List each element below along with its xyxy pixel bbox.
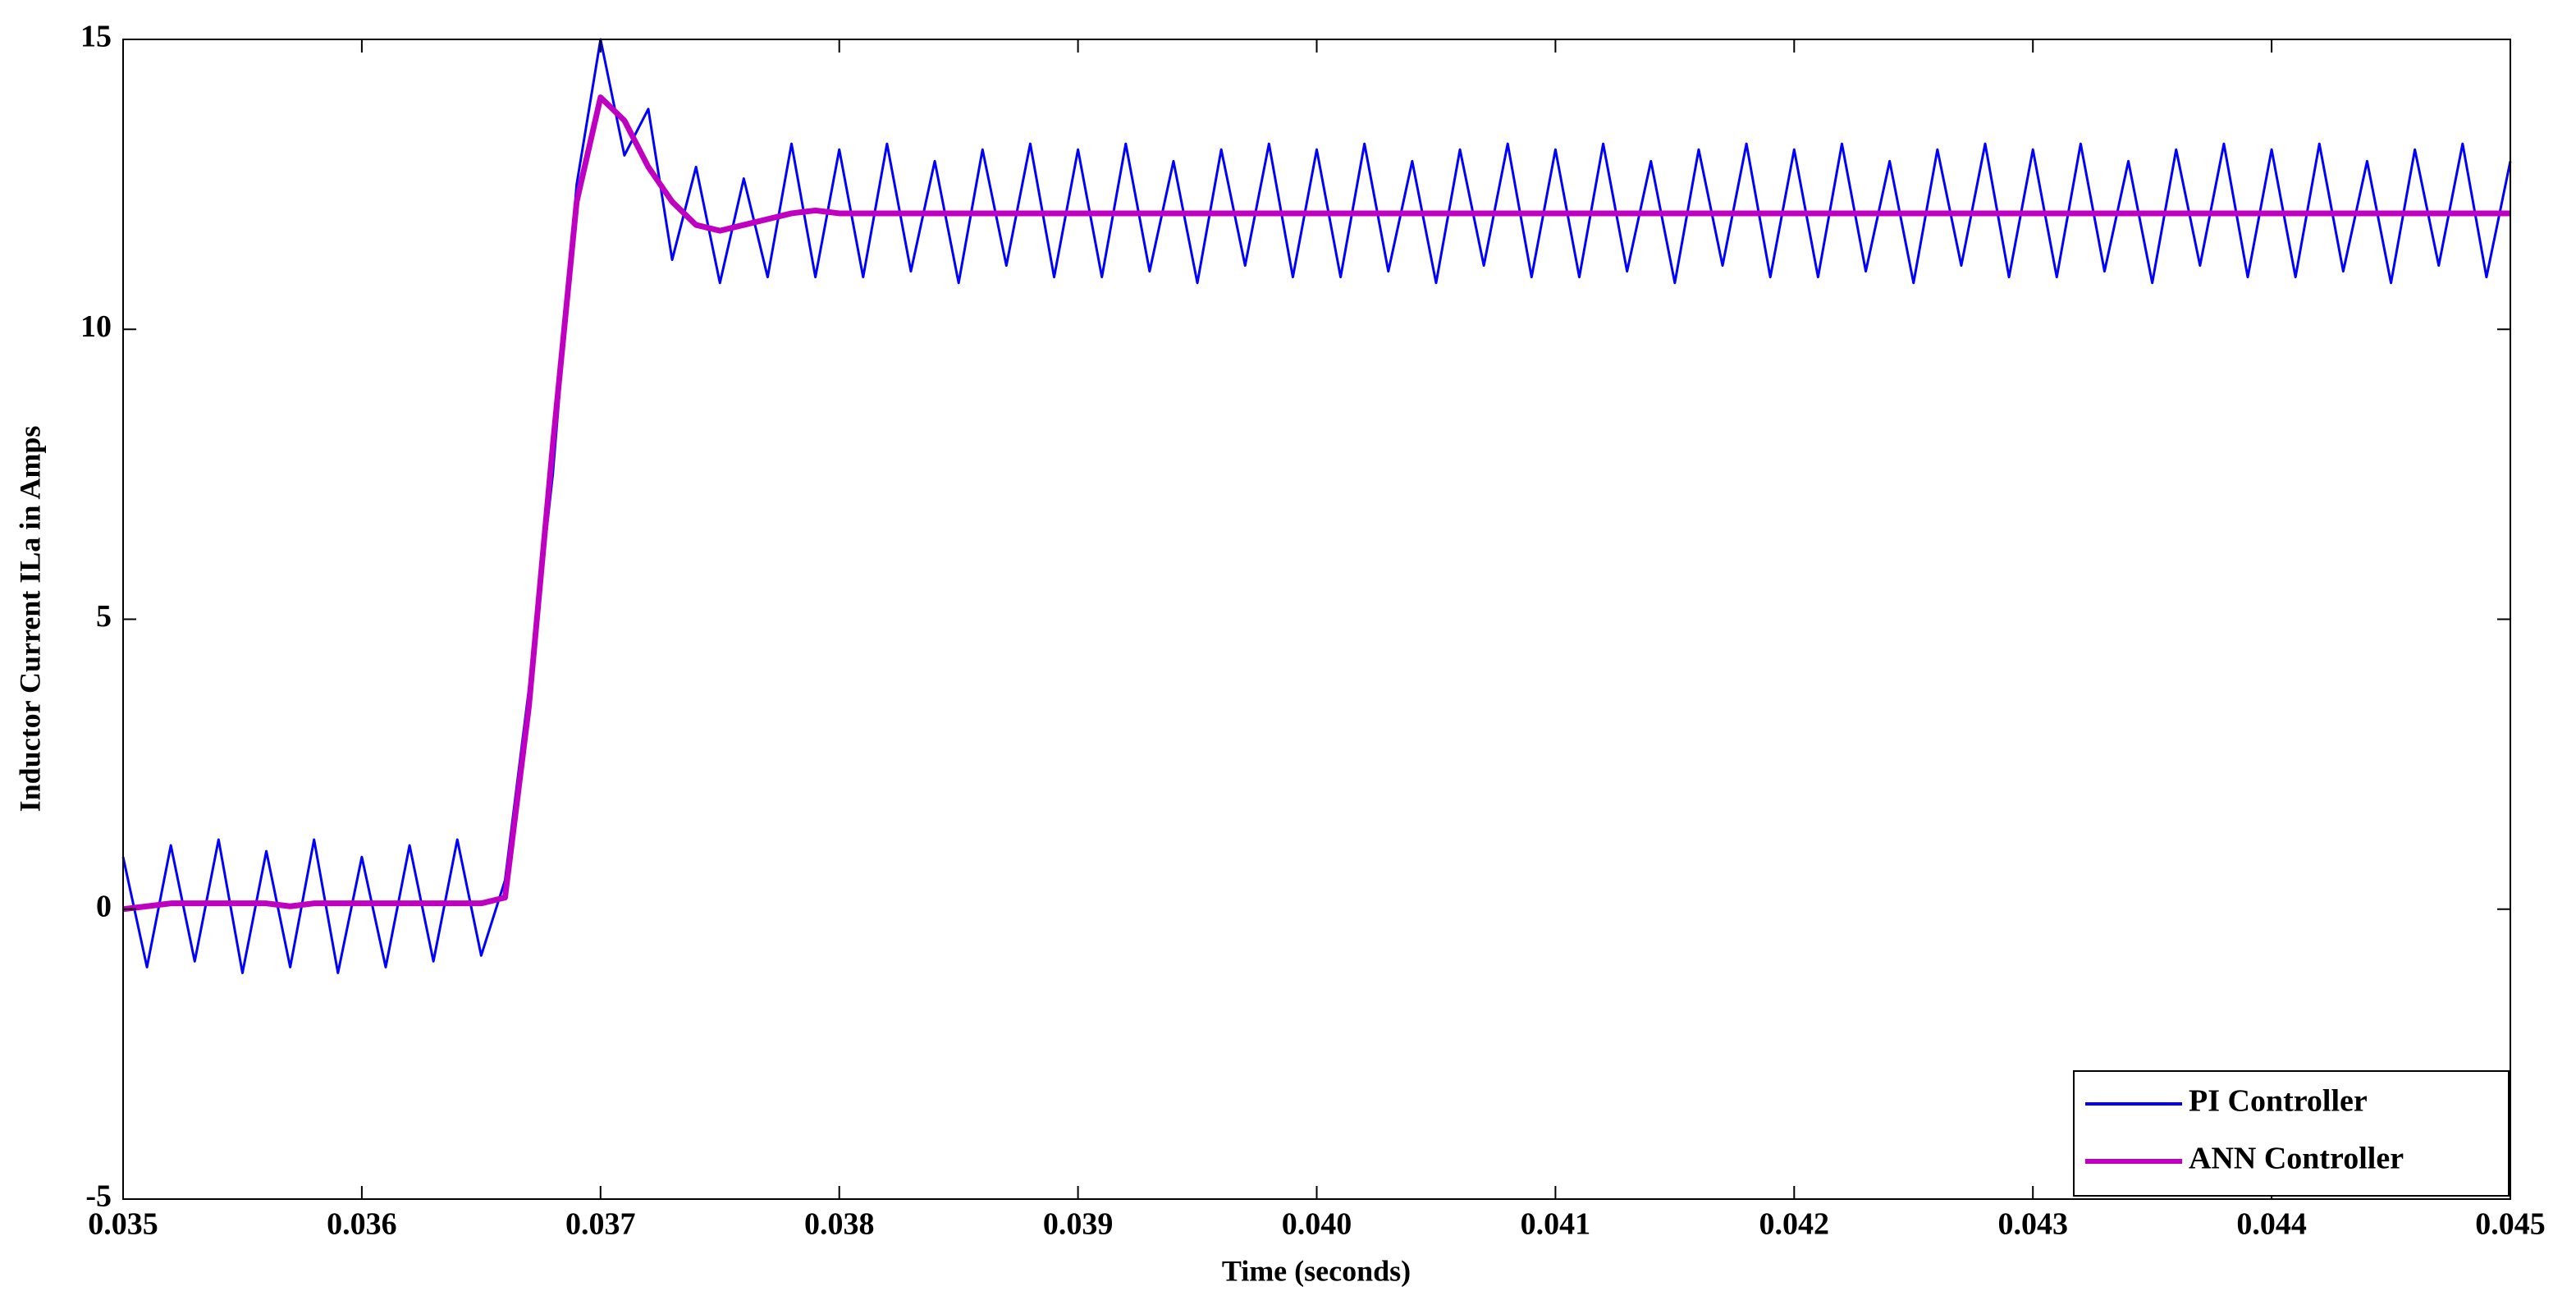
legend: PI Controller ANN Controller [2073, 1070, 2510, 1197]
x-tick-label: 0.041 [1521, 1207, 1591, 1242]
x-tick-label: 0.036 [327, 1207, 397, 1242]
y-tick-label: 10 [80, 309, 112, 344]
x-tick-label: 0.038 [804, 1207, 875, 1242]
x-tick-label: 0.043 [1997, 1207, 2068, 1242]
y-tick-label: -5 [85, 1179, 112, 1214]
y-tick-label: 15 [80, 20, 112, 54]
legend-label: ANN Controller [2189, 1142, 2404, 1176]
x-tick-label: 0.037 [565, 1207, 636, 1242]
x-tick-label: 0.042 [1759, 1207, 1830, 1242]
series-line [122, 94, 2510, 913]
y-axis-label: Inductor Current ILa in Amps [13, 426, 46, 813]
x-tick-label: 0.039 [1043, 1207, 1114, 1242]
x-tick-label: 0.045 [2475, 1207, 2546, 1242]
x-tick-label: 0.035 [88, 1207, 158, 1242]
y-tick-label: 5 [96, 599, 112, 634]
x-tick-label: 0.040 [1282, 1207, 1352, 1242]
x-axis-label: Time (seconds) [1222, 1254, 1411, 1287]
legend-box [2073, 1070, 2510, 1197]
x-tick-label: 0.044 [2236, 1207, 2307, 1242]
y-tick-label: 0 [96, 889, 112, 923]
legend-label: PI Controller [2189, 1084, 2368, 1119]
